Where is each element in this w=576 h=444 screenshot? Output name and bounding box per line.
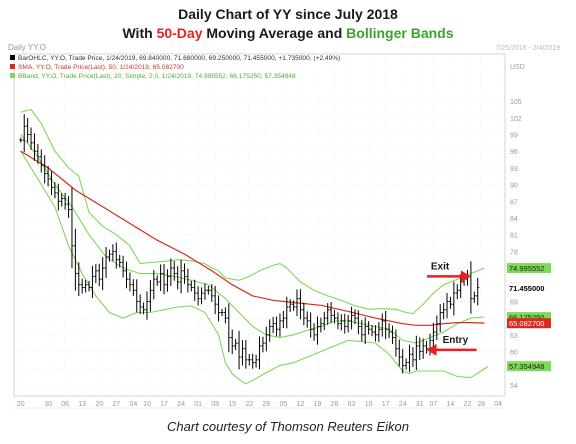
- y-tick-label: 96: [510, 149, 518, 156]
- month-label: Sep 18: [135, 409, 159, 410]
- x-tick-label: 14: [447, 401, 455, 408]
- y-tick-label: 54: [510, 383, 518, 390]
- legend-entry: SMA, YY.O, Trade Price(Last), 50, 1/24/2…: [18, 64, 184, 71]
- panel-title: Daily YY.O: [8, 44, 46, 52]
- y-tick-label: 93: [510, 166, 518, 173]
- x-tick-label: 26: [331, 401, 339, 408]
- chart-caption: Chart courtesy of Thomson Reuters Eikon: [166, 419, 410, 434]
- x-tick-label: 01: [194, 401, 202, 408]
- value-label-box: [507, 312, 551, 323]
- x-tick-label: 22: [464, 401, 472, 408]
- x-tick-label: 08: [211, 401, 219, 408]
- price-chart: Daily YY.O7/25/2018 - 2/4/2019 545760636…: [0, 44, 576, 410]
- x-tick-label: 04: [129, 401, 137, 408]
- x-tick-label: 30: [44, 401, 52, 408]
- x-tick-label: 17: [160, 401, 168, 408]
- legend-swatch: [10, 73, 15, 78]
- value-label-text: 65.082700: [509, 319, 544, 328]
- ohlc-bars: [19, 114, 480, 374]
- legend-swatch: [10, 55, 15, 60]
- x-tick-label: 22: [245, 401, 253, 408]
- x-tick-label: 13: [78, 401, 86, 408]
- exit-arrowhead: [460, 270, 471, 283]
- x-tick-label: 07: [429, 401, 437, 408]
- value-label-text: 74.995552: [509, 264, 544, 273]
- y-tick-label: 69: [510, 299, 518, 306]
- exit-label: Exit: [431, 261, 450, 272]
- value-label-box: [507, 361, 551, 372]
- bband-upper-line: [20, 108, 485, 315]
- value-label-text: 57.354948: [509, 362, 544, 371]
- x-tick-label: 10: [365, 401, 373, 408]
- chart-subtitle: With 50-Day Moving Average and Bollinger…: [0, 25, 576, 41]
- x-tick-label: 12: [297, 401, 305, 408]
- y-tick-label: 81: [510, 233, 518, 240]
- legend-swatch: [10, 64, 15, 69]
- entry-label: Entry: [443, 335, 469, 346]
- legend-entry: BarOHLC, YY.O, Trade Price, 1/24/2019, 6…: [18, 55, 340, 62]
- value-label-text: 71.455000: [509, 284, 544, 293]
- month-label: Jan 19: [439, 409, 462, 410]
- x-tick-label: 27: [112, 401, 120, 408]
- month-label: Dec 18: [364, 409, 388, 410]
- x-tick-label: 03: [348, 401, 356, 408]
- subtitle-bb: Bollinger Bands: [346, 25, 454, 41]
- y-tick-label: 78: [510, 249, 518, 256]
- month-label: Aug 18: [60, 409, 84, 410]
- x-tick-label: 19: [314, 401, 322, 408]
- subtitle-ma: 50-Day: [156, 25, 203, 41]
- y-tick-label: 60: [510, 349, 518, 356]
- y-tick-label: 90: [510, 183, 518, 190]
- x-tick-label: 20: [17, 401, 25, 408]
- axes: 54576063666972757881848790939699102105US…: [14, 64, 525, 410]
- x-tick-label: 29: [262, 401, 270, 408]
- legend: BarOHLC, YY.O, Trade Price, 1/24/2019, 6…: [10, 55, 340, 80]
- bband-lower-line: [20, 150, 489, 385]
- y-unit-label: USD: [510, 64, 525, 71]
- x-tick-label: 20: [95, 401, 103, 408]
- annotations: Exit Entry: [426, 261, 477, 356]
- chart-title: Daily Chart of YY since July 2018: [178, 6, 398, 22]
- bollinger-bands: [20, 108, 489, 385]
- x-tick-label: 28: [477, 401, 485, 408]
- x-tick-label: 31: [416, 401, 424, 408]
- x-tick-label: 24: [399, 401, 407, 408]
- month-label: Oct 18: [211, 409, 233, 410]
- legend-entry: BBand, YY.O, Trade Price(Last), 20, Simp…: [18, 73, 296, 80]
- x-tick-label: 10: [143, 401, 151, 408]
- bband-middle-line: [20, 134, 485, 344]
- subtitle-mid: Moving Average and: [202, 25, 347, 41]
- date-range: 7/25/2018 - 2/4/2019: [495, 45, 560, 52]
- x-tick-label: 05: [279, 401, 287, 408]
- chart-background: [0, 44, 576, 410]
- y-tick-label: 84: [510, 216, 518, 223]
- y-tick-label: 63: [510, 333, 518, 340]
- x-tick-label: 17: [382, 401, 390, 408]
- subtitle-prefix: With: [122, 25, 157, 41]
- y-tick-label: 102: [510, 116, 522, 123]
- y-tick-label: 87: [510, 199, 518, 206]
- value-label-box: [507, 263, 551, 274]
- x-tick-label: 24: [177, 401, 185, 408]
- value-label-text: 66.175250: [509, 313, 544, 322]
- month-label: Nov 18: [285, 409, 309, 410]
- x-tick-label: 06: [61, 401, 69, 408]
- y-tick-label: 99: [510, 133, 518, 140]
- x-tick-label: 04: [494, 401, 502, 408]
- y-tick-label: 105: [510, 99, 522, 106]
- entry-arrowhead: [426, 343, 437, 356]
- value-label-box: [507, 282, 551, 293]
- value-label-box: [507, 318, 551, 329]
- x-tick-label: 15: [228, 401, 236, 408]
